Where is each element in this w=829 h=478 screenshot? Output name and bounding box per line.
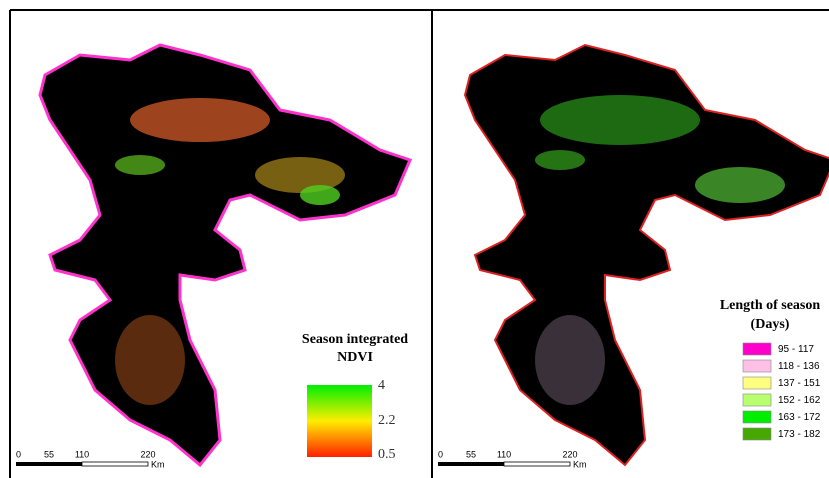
scale-segment xyxy=(438,462,504,466)
legend-label: 137 - 151 xyxy=(778,378,821,389)
patch xyxy=(695,167,785,203)
scale-label: 0 xyxy=(16,449,21,459)
legend-label: 118 - 136 xyxy=(778,361,820,372)
legend-swatch xyxy=(743,411,771,423)
legend-label: 152 - 162 xyxy=(778,395,821,406)
scale-label: 110 xyxy=(75,449,89,459)
legend-swatch xyxy=(743,428,771,440)
legend-title: NDVI xyxy=(337,350,373,365)
scale-label: 0 xyxy=(438,449,443,459)
legend-title: Length of season xyxy=(720,298,821,313)
patch xyxy=(115,155,165,175)
scale-unit: Km xyxy=(151,459,165,469)
patch xyxy=(115,315,185,405)
gradient-bar xyxy=(307,385,372,457)
scale-label: 55 xyxy=(44,449,54,459)
legend-swatch xyxy=(743,343,771,355)
scale-label: 110 xyxy=(497,449,511,459)
legend-swatch xyxy=(743,360,771,372)
scale-segment xyxy=(82,462,148,466)
patch xyxy=(540,95,700,145)
legend-label: 173 - 182 xyxy=(778,429,821,440)
legend-title: (Days) xyxy=(751,317,790,332)
legend-swatch xyxy=(743,377,771,389)
gradient-label: 2.2 xyxy=(378,413,396,428)
patch xyxy=(535,315,605,405)
legend-swatch xyxy=(743,394,771,406)
legend-title: Season integrated xyxy=(302,332,408,347)
map-figure: Season integrated NDVI 4 2.2 0.5 0 55 110 2… xyxy=(0,0,829,478)
gradient-label: 4 xyxy=(378,378,385,393)
legend-label: 163 - 172 xyxy=(778,412,821,423)
scale-label: 220 xyxy=(140,449,155,459)
patch xyxy=(535,150,585,170)
gradient-label: 0.5 xyxy=(378,447,396,462)
scale-segment xyxy=(16,462,82,466)
patch xyxy=(130,98,270,142)
scale-label: 55 xyxy=(466,449,476,459)
scale-label: 220 xyxy=(562,449,577,459)
scale-segment xyxy=(504,462,570,466)
scale-unit: Km xyxy=(573,459,587,469)
legend-label: 95 - 117 xyxy=(778,344,814,355)
patch xyxy=(300,185,340,205)
